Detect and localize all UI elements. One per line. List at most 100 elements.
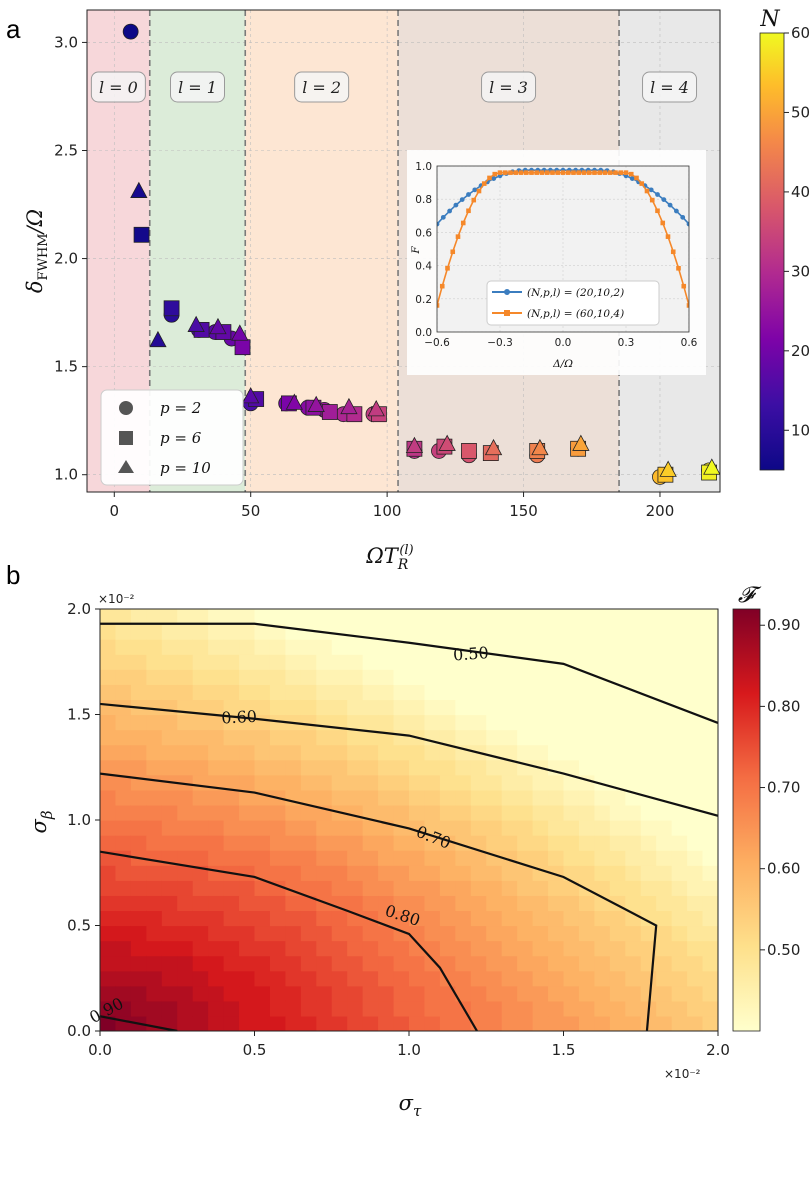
contour-cell <box>687 985 704 1002</box>
contour-cell <box>671 684 688 701</box>
contour-cell <box>671 955 688 972</box>
contour-cell <box>656 669 673 685</box>
contour-cell <box>208 729 225 746</box>
contour-label-0.60: 0.60 <box>221 707 258 728</box>
contour-cell <box>671 609 688 625</box>
inset-y-tick-4: 0.8 <box>415 194 432 206</box>
contour-cell <box>486 1000 503 1017</box>
inset-marker-1-32 <box>602 170 608 175</box>
point-triangle-5 <box>242 387 260 404</box>
contour-cell <box>393 804 410 821</box>
contour-cell <box>177 639 194 655</box>
contour-cell <box>702 759 718 776</box>
contour-cell <box>269 744 286 761</box>
x-axis-label-b: στ <box>399 1091 422 1120</box>
contour-cell <box>378 759 395 776</box>
contour-cell <box>656 714 673 731</box>
contour-cell <box>146 910 163 927</box>
contour-cell <box>532 609 549 625</box>
contour-cell <box>130 624 147 640</box>
contour-cell <box>254 940 271 957</box>
contour-cell <box>687 940 704 957</box>
point-square-0 <box>133 226 150 243</box>
contour-cell <box>100 835 117 851</box>
contour-cell <box>331 880 348 896</box>
contour-cell <box>702 865 718 881</box>
contour-cell <box>455 684 472 701</box>
contour-cell <box>424 910 441 927</box>
contour-cell <box>424 865 441 881</box>
contour-cell <box>501 729 518 746</box>
contour-cell <box>594 865 611 881</box>
contour-cell <box>470 955 487 972</box>
inset-x-tick-3: 0.3 <box>618 337 635 349</box>
point-square-13 <box>461 443 477 459</box>
inset-marker-1-47 <box>681 283 687 289</box>
contour-cell <box>439 895 456 912</box>
contour-cell <box>300 910 317 927</box>
colorbar-f-tick-0: 0.50 <box>767 941 800 959</box>
contour-cell <box>223 970 240 987</box>
inset-marker-1-4 <box>455 234 461 239</box>
contour-cell <box>702 880 718 896</box>
contour-cell <box>486 789 503 806</box>
contour-cell <box>656 850 673 866</box>
contour-cell <box>702 729 718 746</box>
contour-cell <box>362 624 379 640</box>
inset-marker-1-28 <box>581 170 587 175</box>
colorbar-f-tick-3: 0.80 <box>767 697 800 715</box>
legend-box <box>100 389 244 486</box>
contour-cell <box>455 940 472 957</box>
contour-cell <box>100 624 117 640</box>
contour-cell <box>115 669 132 685</box>
contour-cell <box>455 759 472 776</box>
contour-cell <box>501 774 518 791</box>
contour-cell <box>378 835 395 851</box>
contour-line-0.70 <box>100 772 658 1031</box>
y-axis-ticks-b: 0.0 0.5 1.0 1.5 2.0 <box>67 600 100 1040</box>
contour-cell <box>208 970 225 987</box>
contour-cell <box>687 895 704 912</box>
contour-cell <box>161 669 178 685</box>
contour-cell <box>285 955 302 972</box>
contour-cell <box>548 895 565 912</box>
contour-cell <box>378 744 395 761</box>
contour-cell <box>625 1000 642 1017</box>
contour-cell <box>223 820 240 836</box>
contour-cell <box>687 624 704 640</box>
contour-cell <box>115 865 132 881</box>
contour-cell <box>671 669 688 685</box>
contour-cell <box>300 729 317 746</box>
contour-cell <box>254 955 271 972</box>
contour-cell <box>609 835 626 851</box>
contour-cell <box>439 804 456 821</box>
contour-cell <box>563 699 580 716</box>
contour-cell <box>578 820 595 836</box>
contour-cell <box>625 865 642 881</box>
contour-cell <box>594 910 611 927</box>
contour-cell <box>563 684 580 701</box>
y-axis-ticks: 1.0 1.5 2.0 2.5 3.0 <box>54 33 87 484</box>
contour-cell <box>254 895 271 912</box>
contour-cell <box>285 639 302 655</box>
contour-cell <box>702 955 718 972</box>
contour-cell <box>239 880 256 896</box>
contour-cell <box>362 895 379 912</box>
inset-marker-0-1 <box>440 214 446 220</box>
contour-cell <box>702 970 718 987</box>
contour-cell <box>362 729 379 746</box>
contour-cell <box>517 925 534 942</box>
contour-cell <box>161 789 178 806</box>
contour-cell <box>130 639 147 655</box>
contour-cell <box>517 835 534 851</box>
contour-cell <box>239 669 256 685</box>
contour-cell <box>100 774 117 791</box>
contour-cell <box>347 985 364 1002</box>
contour-cell <box>331 910 348 927</box>
contour-cell <box>470 865 487 881</box>
contour-cell <box>671 820 688 836</box>
contour-cell <box>161 744 178 761</box>
contour-cell <box>409 639 426 655</box>
contour-cell <box>439 684 456 701</box>
contour-cell <box>424 609 441 625</box>
